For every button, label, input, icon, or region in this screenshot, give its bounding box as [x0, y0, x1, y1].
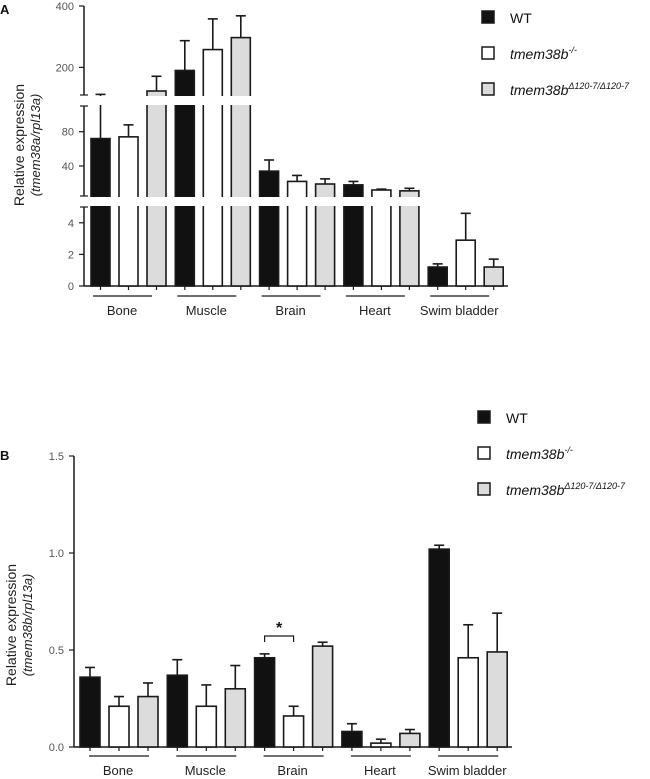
legend-swatch-b-1: [477, 446, 491, 460]
panel-a-category-label: Bone: [107, 303, 137, 318]
panel-b-bar-3-1: [370, 742, 392, 748]
legend-swatch-a-2: [481, 82, 495, 96]
legend-sup: -/-: [568, 45, 577, 55]
panel-b-bar-1-2: [224, 687, 247, 748]
panel-b-category-label: Bone: [103, 763, 133, 778]
legend-sup: -/-: [564, 445, 573, 455]
legend-swatch-b-2: [477, 482, 491, 496]
legend-name: tmem38b: [510, 46, 569, 62]
panel-b-ylabel-sub: (tmem38b/rpl13a): [20, 574, 35, 677]
panel-b-ytick-label: 0.0: [49, 742, 64, 754]
legend-name: WT: [510, 10, 532, 26]
legend-label-a-1: tmem38b-/-: [510, 45, 577, 62]
panel-a-ytick-label: 200: [56, 62, 74, 74]
panel-b-bar-4-2: [486, 651, 509, 748]
panel-a-ytick-label: 80: [62, 127, 74, 139]
panel-b-category-label: Swim bladder: [428, 763, 507, 778]
panel-a-plot: 0 2 4 40 80 200 400 Bone Muscle Brain Heart Swim bl…: [56, 1, 630, 318]
panel-b-bar-4-0: [428, 548, 451, 748]
panel-a-ytick-label: 40: [62, 161, 74, 173]
panel-b-bar-2-1: [282, 715, 305, 748]
legend-swatch-a-1: [481, 46, 495, 60]
legend-label-b-2: tmem38bΔ120-7/Δ120-7: [506, 481, 626, 498]
significance-bracket: [264, 635, 295, 642]
panel-b-ytick-label: 1.5: [49, 451, 64, 463]
legend-swatch-b-0: [477, 410, 491, 424]
panel-b-ytick-label: 1.0: [49, 548, 64, 560]
panel-a-bar-0-1: [118, 136, 139, 287]
panel-b-bar-0-2: [137, 695, 159, 748]
panel-b-bar-2-2: [311, 645, 334, 748]
panel-a-break-gap: [86, 197, 516, 206]
panel-b-category-label: Muscle: [185, 763, 226, 778]
panel-a-category-label: Muscle: [186, 303, 227, 318]
panel-a-bar-4-2: [483, 266, 505, 287]
panel-a-ylabel-main: Relative expression: [11, 84, 27, 206]
panel-a-bar-1-2: [230, 36, 252, 287]
legend-label-b-1: tmem38b-/-: [506, 445, 573, 462]
legend-sup: Δ120-7/Δ120-7: [567, 81, 630, 91]
panel-b-bar-4-1: [457, 656, 480, 748]
panel-b-label: B: [0, 448, 9, 463]
legend-name: tmem38b: [506, 446, 565, 462]
significance-star: *: [276, 620, 283, 637]
panel-a-break-gap: [86, 96, 516, 105]
panel-a-ytick-label: 2: [68, 249, 74, 261]
panel-a-category-label: Heart: [359, 303, 391, 318]
panel-a-bar-0-0: [90, 137, 111, 287]
legend-name: tmem38b: [506, 482, 565, 498]
panel-a-bar-4-1: [455, 239, 477, 287]
panel-b-ylabel-main: Relative expression: [3, 564, 19, 686]
legend-label-a-2: tmem38bΔ120-7/Δ120-7: [510, 81, 630, 98]
panel-a-ytick-label: 400: [56, 1, 74, 13]
panel-b-category-label: Brain: [277, 763, 307, 778]
legend-sup: Δ120-7/Δ120-7: [563, 481, 626, 491]
panel-b-ytick-label: 0.5: [49, 645, 64, 657]
panel-a-category-label: Brain: [275, 303, 305, 318]
legend-name: WT: [506, 410, 528, 426]
panel-a-category-label: Swim bladder: [420, 303, 499, 318]
panel-a-label: A: [0, 2, 10, 17]
panel-b-category-label: Heart: [364, 763, 396, 778]
panel-a-ytick-label: 4: [68, 218, 74, 230]
panel-b-bar-3-2: [399, 732, 421, 748]
panel-a-bar-0-2: [146, 90, 167, 287]
legend-name: tmem38b: [510, 82, 569, 98]
panel-a-bar-2-0: [258, 170, 280, 287]
legend-label-b-0: WT: [506, 410, 528, 426]
legend-swatch-a-0: [481, 10, 495, 24]
panel-b-bar-1-0: [166, 674, 189, 748]
panel-b-bar-0-0: [79, 676, 101, 748]
panel-a-bar-4-0: [427, 266, 449, 287]
legend-label-a-0: WT: [510, 10, 532, 26]
panel-b-plot: 0.0 0.5 1.0 1.5 Bone Muscle Brain Heart Swim bla…: [49, 410, 626, 778]
panel-b-bar-3-0: [341, 730, 363, 748]
panel-a-ytick-label: 0: [68, 281, 74, 293]
panel-a-ylabel-sub: (tmem38a/rpl13a): [28, 94, 43, 197]
panel-b-bar-0-1: [108, 705, 130, 748]
panel-a-bar-1-1: [202, 48, 224, 287]
panel-b-bar-1-1: [195, 705, 218, 748]
panel-b-bar-2-0: [253, 656, 276, 748]
